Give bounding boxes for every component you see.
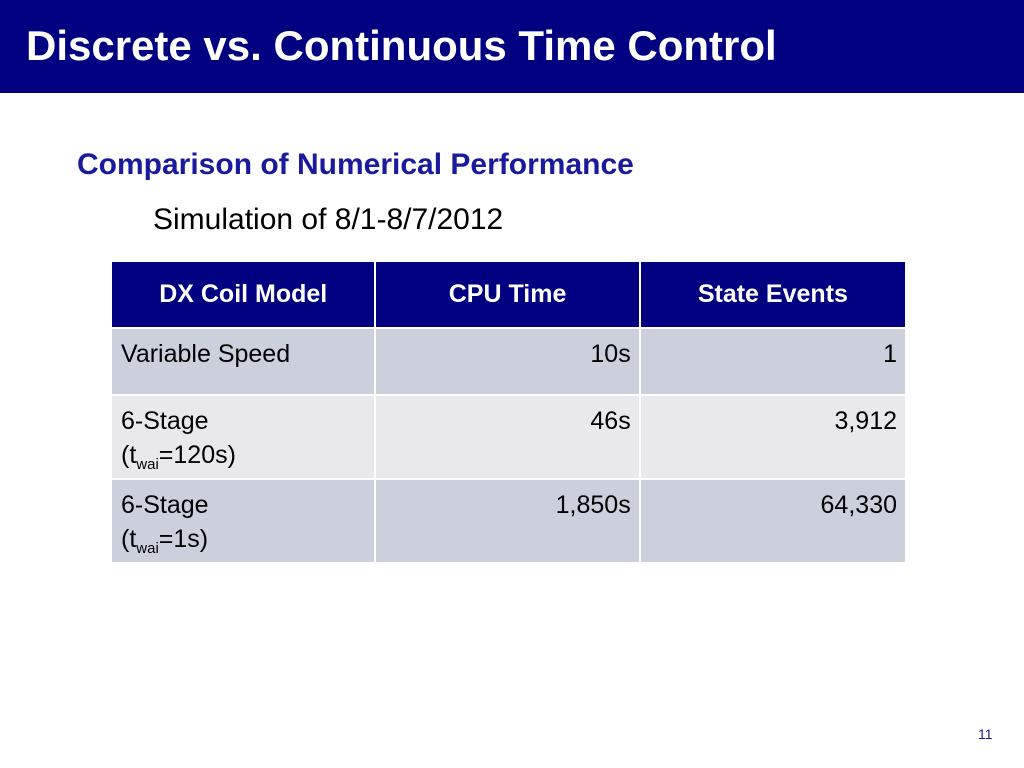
title-bar: Discrete vs. Continuous Time Control — [0, 0, 1024, 93]
model-cell: 6-Stage (twai=120s) — [109, 394, 377, 480]
header-cpu-time: CPU Time — [374, 260, 641, 329]
performance-table: DX Coil Model CPU Time State Events Vari… — [109, 260, 908, 564]
model-param-suffix: =120s) — [158, 441, 236, 469]
table-row: 6-Stage (twai=1s) 1,850s 64,330 — [109, 478, 908, 564]
simulation-period-text: Simulation of 8/1-8/7/2012 — [153, 203, 504, 236]
model-name: 6-Stage — [121, 407, 209, 435]
model-param-prefix: (t — [121, 525, 137, 553]
slide-title: Discrete vs. Continuous Time Control — [26, 22, 777, 69]
model-name: Variable Speed — [121, 340, 291, 368]
model-cell: Variable Speed — [109, 327, 377, 396]
model-param-subscript: wai — [136, 540, 159, 557]
header-dx-coil-model: DX Coil Model — [109, 260, 377, 329]
cpu-time-cell: 10s — [374, 327, 641, 396]
header-state-events: State Events — [638, 260, 908, 329]
model-param-prefix: (t — [121, 441, 137, 469]
table-row: Variable Speed 10s 1 — [109, 327, 908, 396]
table-header-row: DX Coil Model CPU Time State Events — [109, 260, 908, 329]
cpu-time-cell: 46s — [374, 394, 641, 480]
cpu-time-cell: 1,850s — [374, 478, 641, 564]
model-param-subscript: wai — [136, 456, 159, 473]
model-cell: 6-Stage (twai=1s) — [109, 478, 377, 564]
state-events-cell: 1 — [638, 327, 908, 396]
state-events-cell: 3,912 — [638, 394, 908, 480]
section-subtitle: Comparison of Numerical Performance — [77, 148, 634, 181]
state-events-cell: 64,330 — [638, 478, 908, 564]
table-row: 6-Stage (twai=120s) 46s 3,912 — [109, 394, 908, 480]
model-name: 6-Stage — [121, 491, 209, 519]
model-param-suffix: =1s) — [158, 525, 209, 553]
page-number: 11 — [978, 726, 993, 742]
